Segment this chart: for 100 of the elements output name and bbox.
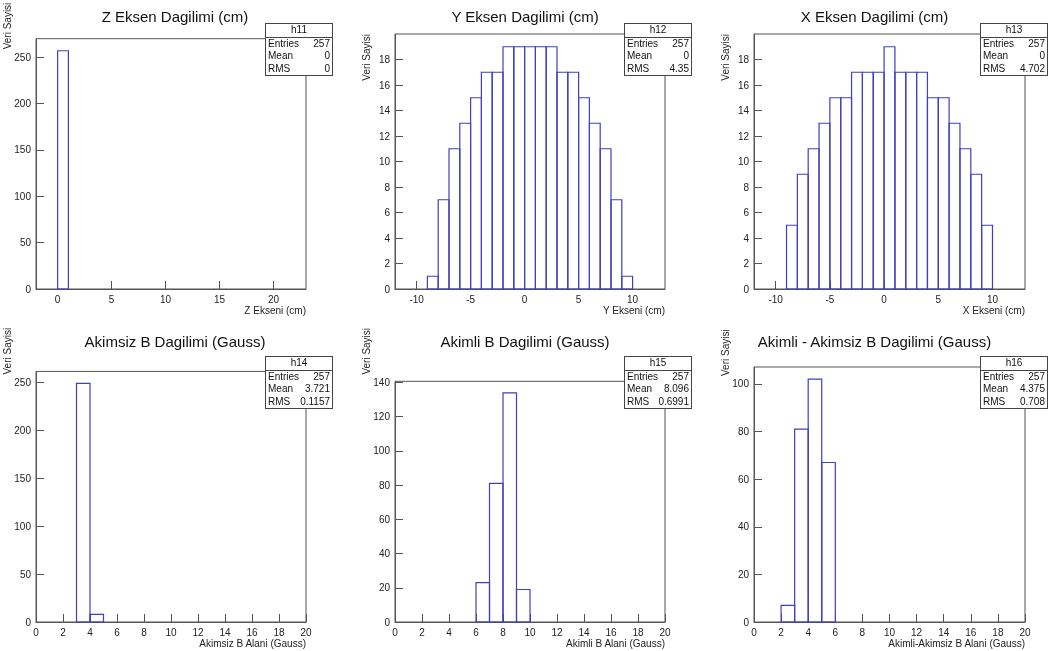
x-tick-label: 4 [805, 626, 812, 638]
y-tick-label: 0 [384, 616, 391, 628]
y-axis-title: Veri Sayisi [719, 329, 731, 377]
chart-title: Z Eksen Dagilimi (cm) [101, 8, 249, 25]
annotation: Mean [268, 50, 294, 63]
y-tick-label: 0 [743, 283, 750, 295]
x-tick-label: 14 [578, 626, 590, 638]
annotation: RMS [983, 62, 1006, 75]
x-tick-label: 2 [778, 626, 785, 638]
text: 4.35 [669, 62, 689, 74]
text: 257 [672, 370, 689, 382]
x-tick-label: 10 [160, 293, 172, 305]
y-axis-title: Veri Sayisi [360, 327, 372, 375]
text: 257 [313, 370, 330, 382]
chart-title: Akimsiz B Dagilimi (Gauss) [84, 333, 266, 350]
x-axis-title: Akimsiz B Alani (Gauss) [199, 637, 306, 649]
y-tick-label: 18 [378, 54, 391, 65]
y-tick-label: 8 [384, 181, 391, 193]
y-tick-label: 6 [743, 207, 750, 218]
annotation: 4.702 [1019, 62, 1045, 75]
x-tick-label: 2 [419, 626, 426, 638]
y-tick-label: 200 [14, 424, 32, 436]
y-axis-title: Veri Sayisi [1, 2, 13, 50]
chart-title: Akimli B Dagilimi (Gauss) [440, 333, 610, 350]
annotation: 0.6991 [658, 395, 689, 408]
text: h14 [290, 357, 308, 368]
y-tick-label: 40 [737, 521, 750, 533]
y-tick-label: 18 [737, 54, 750, 65]
annotation: 4.375 [1019, 383, 1045, 396]
annotation: RMS [627, 62, 650, 75]
x-tick-label: 0 [392, 626, 399, 638]
annotation: Mean [268, 383, 294, 396]
x-tick-label: 20 [659, 626, 671, 638]
annotation: 8.096 [663, 383, 689, 396]
x-tick-label: 10 [165, 626, 177, 638]
x-tick-label: 5 [575, 293, 582, 305]
y-tick-label: 0 [25, 616, 32, 628]
y-tick-label: 250 [14, 51, 32, 63]
annotation: Mean [627, 50, 653, 63]
annotation: RMS [268, 395, 291, 408]
y-tick-label: 50 [19, 568, 32, 580]
y-tick-label: 4 [743, 232, 750, 244]
chart-title: Y Eksen Dagilimi (cm) [451, 8, 599, 25]
y-tick-label: 8 [743, 181, 750, 193]
y-tick-label: 0 [384, 283, 391, 295]
y-tick-label: 16 [378, 79, 391, 91]
x-tick-label: 5 [935, 293, 942, 305]
x-tick-label: 4 [446, 626, 453, 638]
y-tick-label: 0 [25, 283, 32, 295]
y-tick-label: 100 [14, 190, 32, 202]
y-tick-label: 14 [378, 105, 391, 116]
y-tick-label: 140 [373, 377, 391, 389]
x-tick-label: -10 [409, 293, 425, 305]
x-tick-label: 16 [605, 626, 617, 638]
y-tick-label: 40 [378, 548, 391, 560]
y-tick-label: 60 [737, 473, 750, 485]
y-tick-label: 10 [378, 156, 391, 167]
annotation: Mean [983, 50, 1009, 63]
text: 0 [1039, 50, 1045, 61]
annotation: h12 [625, 24, 691, 38]
y-tick-label: 80 [378, 479, 391, 491]
x-tick-label: 16 [246, 626, 258, 638]
x-tick-label: 0 [33, 626, 40, 638]
x-axis-title: Akimli B Alani (Gauss) [566, 637, 665, 649]
annotation: RMS [268, 62, 291, 75]
y-tick-label: 14 [737, 105, 750, 116]
x-axis-title: X Ekseni (cm) [962, 304, 1025, 316]
x-tick-label: 10 [524, 626, 536, 638]
y-tick-label: 2 [743, 258, 750, 269]
y-tick-label: 20 [378, 582, 391, 594]
y-axis-title: Veri Sayisi [719, 34, 731, 81]
y-tick-label: 60 [378, 513, 391, 525]
x-tick-label: 20 [300, 626, 312, 638]
chart-title: X Eksen Dagilimi (cm) [800, 8, 949, 25]
x-tick-label: 0 [521, 293, 528, 305]
y-tick-label: 200 [14, 98, 32, 110]
annotation: Entries [268, 37, 300, 50]
x-axis-title: Y Ekseni (cm) [602, 304, 665, 316]
x-tick-label: 8 [500, 626, 507, 638]
x-tick-label: 10 [883, 626, 896, 638]
x-tick-label: 10 [627, 293, 639, 305]
x-tick-label: 12 [192, 626, 204, 638]
x-tick-label: -10 [768, 293, 784, 305]
x-tick-label: 14 [219, 626, 231, 638]
x-tick-label: 0 [54, 293, 61, 305]
annotation: Entries [983, 370, 1015, 383]
annotation: Entries [268, 370, 300, 383]
text: 257 [672, 37, 689, 49]
annotation: 0.1157 [300, 395, 330, 408]
text: h15 [649, 357, 667, 368]
x-tick-label: 10 [986, 293, 999, 305]
y-tick-label: 2 [384, 258, 391, 269]
annotation: Mean [983, 383, 1009, 396]
x-tick-label: -5 [825, 293, 835, 305]
x-tick-label: -5 [466, 293, 476, 305]
y-tick-label: 10 [737, 156, 750, 167]
y-tick-label: 0 [743, 616, 750, 628]
y-tick-label: 100 [732, 378, 750, 390]
y-tick-label: 12 [737, 130, 750, 142]
y-axis-title: Veri Sayisi [1, 327, 13, 375]
